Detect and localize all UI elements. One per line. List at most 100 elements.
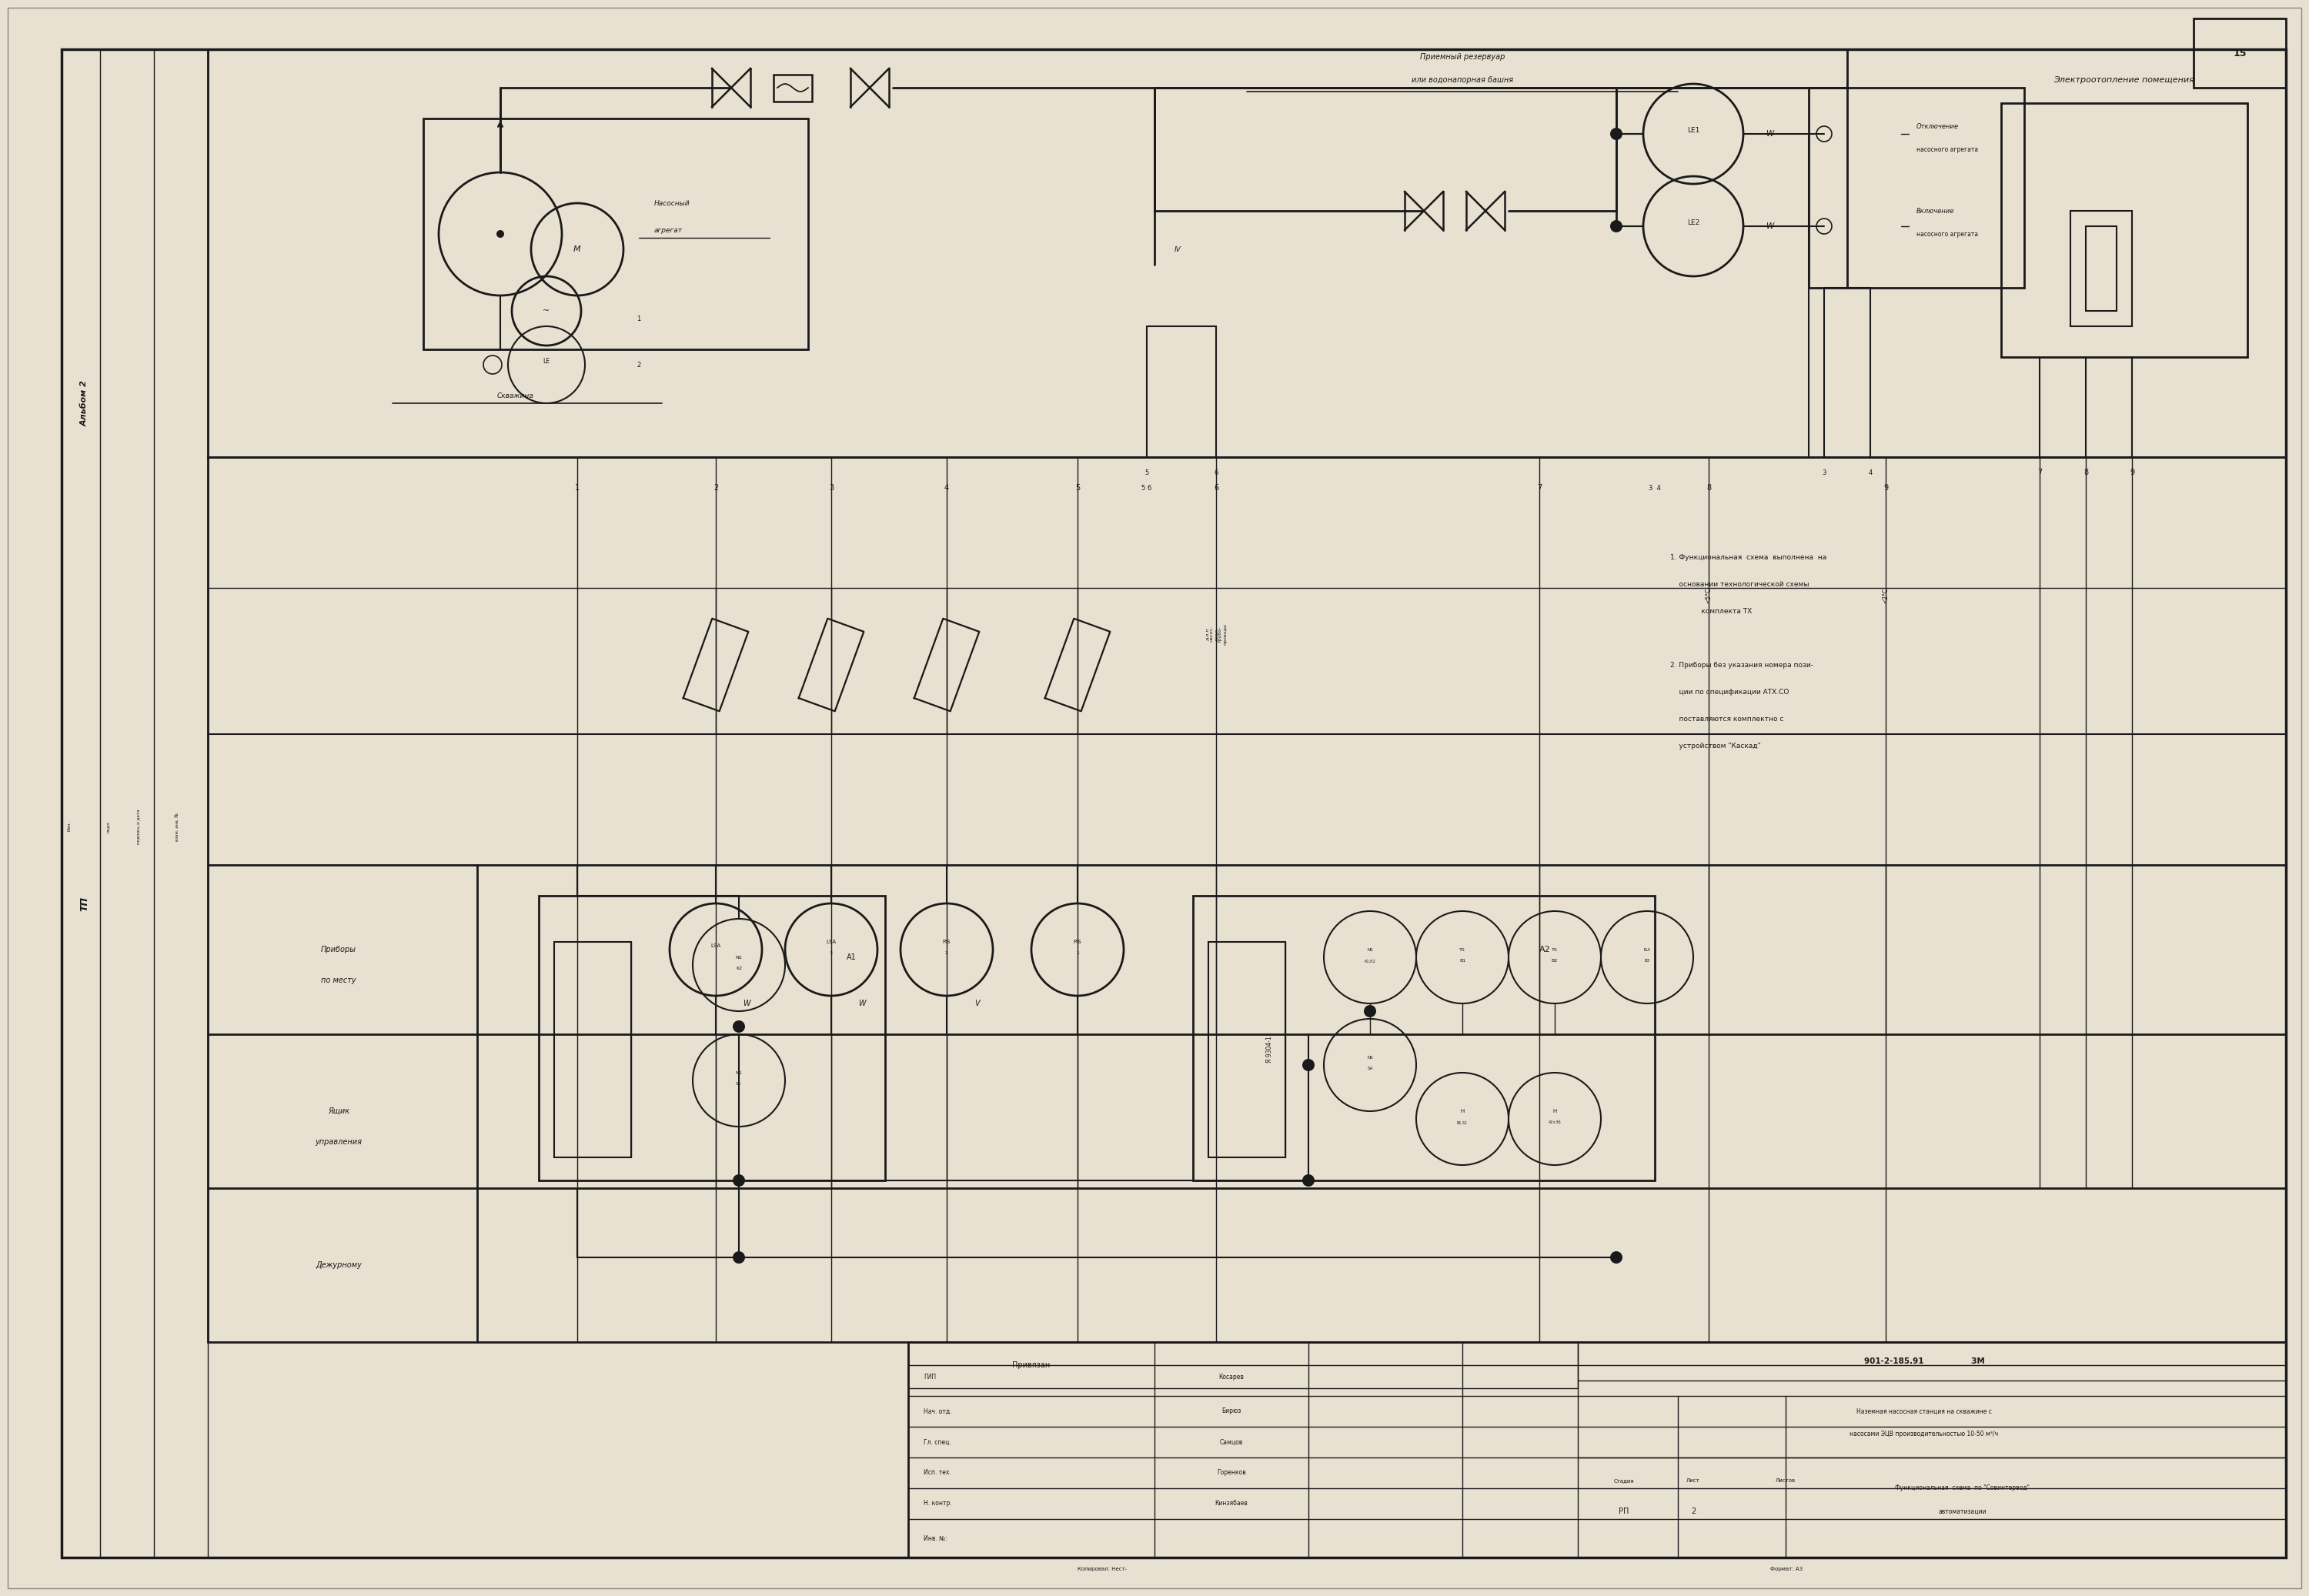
Bar bbox=[1194, 895, 1656, 1181]
Text: LE: LE bbox=[543, 358, 550, 364]
Text: 42×36: 42×36 bbox=[1549, 1120, 1561, 1125]
Text: TS: TS bbox=[1459, 948, 1466, 951]
Bar bbox=[2194, 19, 2286, 88]
Text: Самцов: Самцов bbox=[1219, 1438, 1242, 1446]
Text: LE1: LE1 bbox=[1688, 126, 1699, 134]
Text: 1. Функциональная  схема  выполнена  на: 1. Функциональная схема выполнена на bbox=[1669, 554, 1826, 560]
Text: H: H bbox=[1459, 1109, 1464, 1114]
Bar bbox=[2002, 104, 2247, 358]
Text: W: W bbox=[859, 999, 866, 1007]
Text: 6: 6 bbox=[1215, 484, 1219, 492]
Text: SA: SA bbox=[1367, 1068, 1374, 1071]
Text: W: W bbox=[743, 999, 750, 1007]
Text: NS: NS bbox=[1367, 948, 1374, 951]
Bar bbox=[423, 118, 808, 350]
Text: IV: IV bbox=[1175, 246, 1180, 252]
Bar bbox=[1208, 942, 1286, 1157]
Bar bbox=[2085, 227, 2117, 311]
Text: W: W bbox=[1766, 222, 1773, 230]
Text: A1: A1 bbox=[847, 953, 857, 961]
Text: подл.: подл. bbox=[106, 820, 111, 833]
Text: управления: управления bbox=[314, 1138, 363, 1146]
Text: д.л.п
насос.
давл.
трубо-
провода: д.л.п насос. давл. трубо- провода bbox=[1205, 624, 1226, 645]
Bar bbox=[538, 895, 884, 1181]
Text: 8: 8 bbox=[2083, 469, 2087, 476]
Text: Стадия: Стадия bbox=[1614, 1478, 1635, 1483]
Text: Наземная насосная станция на скважине с: Наземная насосная станция на скважине с bbox=[1856, 1408, 1993, 1414]
Text: насосного агрегата: насосного агрегата bbox=[1916, 145, 1979, 153]
Text: LSA: LSA bbox=[827, 940, 836, 945]
Text: взам. инв. №: взам. инв. № bbox=[175, 812, 180, 841]
Text: Функциональная  схема  по "Совинтервод": Функциональная схема по "Совинтервод" bbox=[1896, 1484, 2030, 1492]
Text: NS: NS bbox=[1367, 1055, 1374, 1060]
Text: или водонапорная башня: или водонапорная башня bbox=[1411, 77, 1512, 85]
Text: Листов: Листов bbox=[1776, 1478, 1796, 1483]
Bar bbox=[774, 75, 813, 101]
Text: NS: NS bbox=[737, 956, 741, 959]
Text: Дежурному: Дежурному bbox=[316, 1261, 363, 1269]
Text: NS: NS bbox=[737, 1071, 741, 1074]
Circle shape bbox=[1609, 128, 1623, 140]
Text: S1: S1 bbox=[737, 1082, 741, 1087]
Text: LE2: LE2 bbox=[1688, 219, 1699, 227]
Bar bbox=[907, 1342, 2286, 1558]
Text: Изм.: Изм. bbox=[67, 822, 72, 832]
Text: Гл. спец.: Гл. спец. bbox=[924, 1438, 951, 1446]
Text: <5°С: <5°С bbox=[1704, 587, 1711, 603]
Text: поставляются комплектно с: поставляются комплектно с bbox=[1669, 715, 1783, 723]
Text: Бирюз: Бирюз bbox=[1221, 1408, 1242, 1414]
Text: Привязан: Привязан bbox=[1011, 1361, 1051, 1369]
Circle shape bbox=[732, 1175, 746, 1186]
Text: Отключение: Отключение bbox=[1916, 123, 1958, 129]
Text: 5 6: 5 6 bbox=[1141, 485, 1152, 492]
Text: B2: B2 bbox=[1552, 959, 1559, 962]
Circle shape bbox=[732, 1251, 746, 1264]
Bar bbox=[2071, 211, 2131, 326]
Circle shape bbox=[1302, 1058, 1314, 1071]
Text: 15: 15 bbox=[2233, 48, 2247, 57]
Text: 2. Приборы без указания номера пози-: 2. Приборы без указания номера пози- bbox=[1669, 661, 1813, 669]
Text: 3: 3 bbox=[1822, 469, 1826, 476]
Text: Насосный: Насосный bbox=[653, 200, 690, 206]
Text: Я 9304-1: Я 9304-1 bbox=[1265, 1036, 1275, 1063]
Text: Косарев: Косарев bbox=[1219, 1373, 1245, 1381]
Text: Скважина: Скважина bbox=[496, 393, 533, 399]
Text: 9: 9 bbox=[1884, 484, 1889, 492]
Text: Инв. №:: Инв. №: bbox=[924, 1535, 947, 1542]
Bar bbox=[554, 942, 630, 1157]
Text: Ящик: Ящик bbox=[328, 1108, 349, 1116]
Bar bbox=[208, 456, 2286, 1342]
Text: 4: 4 bbox=[944, 484, 949, 492]
Text: 8: 8 bbox=[1706, 484, 1711, 492]
Circle shape bbox=[496, 230, 503, 238]
Bar bbox=[1808, 88, 2025, 287]
Circle shape bbox=[732, 1020, 746, 1033]
Text: насосами ЭЦВ производительностью 10-50 м³/ч: насосами ЭЦВ производительностью 10-50 м… bbox=[1850, 1432, 2000, 1438]
Text: основании технологической схемы: основании технологической схемы bbox=[1669, 581, 1810, 587]
Text: Лист: Лист bbox=[1686, 1478, 1699, 1483]
Text: 1: 1 bbox=[637, 314, 642, 322]
Text: Нач. отд.: Нач. отд. bbox=[924, 1408, 951, 1414]
Text: Кинзябаев: Кинзябаев bbox=[1215, 1500, 1247, 1507]
Text: Альбом 2: Альбом 2 bbox=[81, 380, 88, 426]
Text: 7: 7 bbox=[2037, 469, 2041, 476]
Text: ТП: ТП bbox=[79, 895, 90, 911]
Text: по месту: по месту bbox=[321, 977, 356, 985]
Text: К1,К2: К1,К2 bbox=[1365, 959, 1376, 962]
Text: ISA: ISA bbox=[1644, 948, 1651, 951]
Text: ции по спецификации АТХ.СО: ции по спецификации АТХ.СО bbox=[1669, 688, 1789, 696]
Text: Включение: Включение bbox=[1916, 207, 1953, 214]
Text: 4: 4 bbox=[1868, 469, 1873, 476]
Text: V: V bbox=[974, 999, 979, 1007]
Text: 5: 5 bbox=[1145, 469, 1150, 476]
Bar bbox=[907, 1342, 1577, 1389]
Text: 3: 3 bbox=[829, 484, 834, 492]
Text: РП: РП bbox=[1619, 1508, 1630, 1515]
Text: Приборы: Приборы bbox=[321, 946, 356, 953]
Text: Формат: А3: Формат: А3 bbox=[1771, 1567, 1803, 1572]
Text: H: H bbox=[1552, 1109, 1556, 1114]
Text: устройством "Каскад": устройством "Каскад" bbox=[1669, 742, 1762, 749]
Text: 2: 2 bbox=[944, 951, 949, 956]
Text: 901-2-185.91                 ЗМ: 901-2-185.91 ЗМ bbox=[1863, 1358, 1983, 1365]
Text: ГИП: ГИП bbox=[924, 1373, 935, 1381]
